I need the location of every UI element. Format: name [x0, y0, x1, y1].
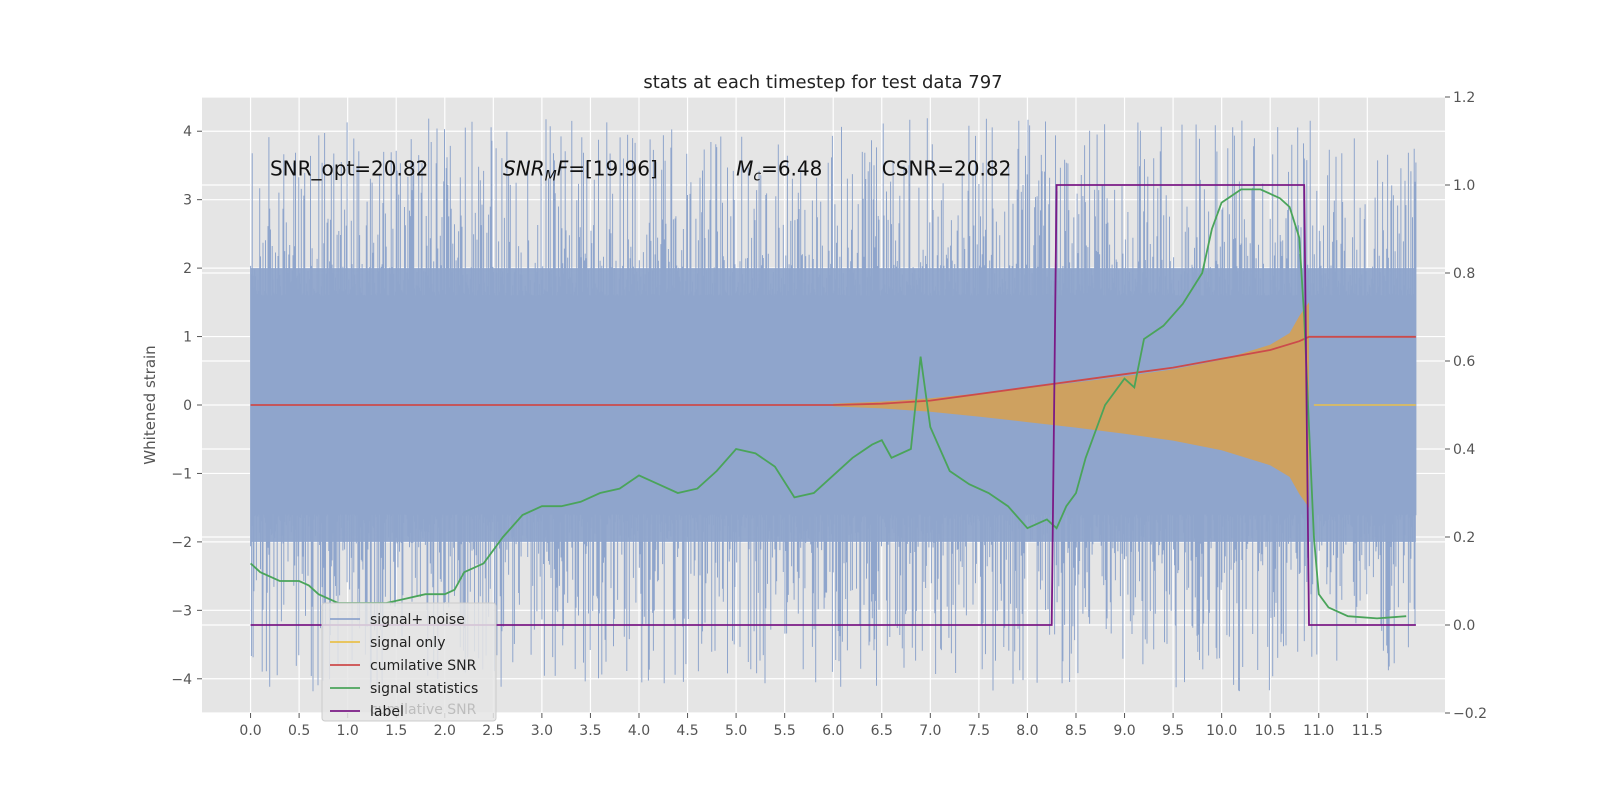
y2-tick-label: 0.6	[1453, 354, 1475, 370]
x-tick-label: 9.0	[1113, 723, 1135, 739]
label-line	[250, 184, 1416, 626]
mc-annotation: Mc=6.48	[736, 157, 822, 185]
x-tick-label: 4.5	[676, 723, 698, 739]
annotations: SNR_opt=20.82 SNRMF=[19.96] Mc=6.48 CSNR=20…	[270, 157, 1011, 185]
line-series-layer	[249, 184, 1416, 626]
y-tick-label: −3	[171, 603, 192, 619]
y-tick-label: 1	[183, 330, 192, 346]
snr-mf-annotation: SNRMF=[19.96]	[503, 157, 658, 185]
chart-title: stats at each timestep for test data 797	[643, 72, 1002, 93]
y2-tick-label: 0.0	[1453, 618, 1475, 634]
y2-tick-label: 1.0	[1453, 178, 1475, 194]
y2-tick-label: −0.2	[1453, 706, 1487, 722]
legend-label: signal statistics	[370, 681, 478, 697]
x-tick-label: 0.0	[239, 723, 261, 739]
y-tick-label: −1	[171, 466, 192, 482]
legend-label: signal only	[370, 635, 445, 651]
y-tick-label: 4	[183, 124, 192, 140]
x-tick-label: 10.0	[1206, 723, 1237, 739]
x-tick-label: 8.5	[1065, 723, 1087, 739]
snr-opt-annotation: SNR_opt=20.82	[270, 157, 428, 181]
y-tick-label: −4	[171, 672, 192, 688]
y-tick-label: 3	[183, 193, 192, 209]
legend-label: label	[370, 704, 404, 720]
signal-only-series	[833, 302, 1416, 508]
x-tick-label: 10.5	[1255, 723, 1286, 739]
y2-tick-label: 0.8	[1453, 266, 1475, 282]
x-tick-label: 11.5	[1352, 723, 1383, 739]
x-tick-label: 3.0	[531, 723, 553, 739]
axes: 0.0 0.5 1.0 1.5 2.0 2.5 3.0 3.5 4.0 4.5 5.0 5.5 6.0 6…	[171, 90, 1487, 739]
y-axis-label: Whitened strain	[141, 345, 159, 464]
legend-label: cumilative SNR	[370, 658, 477, 674]
x-tick-label: 5.0	[725, 723, 747, 739]
y-tick-label: 2	[183, 261, 192, 277]
x-tick-label: 7.5	[968, 723, 990, 739]
x-tick-label: 3.5	[579, 723, 601, 739]
x-tick-label: 2.5	[482, 723, 504, 739]
x-tick-label: 6.0	[822, 723, 844, 739]
x-tick-label: 1.5	[385, 723, 407, 739]
x-tick-label: 7.0	[919, 723, 941, 739]
y2-tick-label: 0.2	[1453, 530, 1475, 546]
y-tick-label: −2	[171, 535, 192, 551]
x-tick-label: 4.0	[628, 723, 650, 739]
legend: cumilative SNR signal+ noise signal only cu…	[321, 602, 497, 722]
x-tick-label: 8.0	[1016, 723, 1038, 739]
x-tick-label: 9.5	[1162, 723, 1184, 739]
legend-label: signal+ noise	[370, 612, 465, 628]
x-tick-label: 5.5	[774, 723, 796, 739]
y2-tick-label: 1.2	[1453, 90, 1475, 106]
x-tick-label: 2.0	[434, 723, 456, 739]
csnr-annotation: CSNR=20.82	[882, 157, 1012, 181]
legend-box	[321, 602, 497, 722]
legend-ghost-text: cumilative SNR	[370, 702, 477, 718]
signal-statistics-line	[249, 188, 1407, 620]
x-tick-label: 0.5	[288, 723, 310, 739]
x-tick-label: 11.0	[1303, 723, 1334, 739]
y2-tick-label: 0.4	[1453, 442, 1475, 458]
x-tick-label: 1.0	[337, 723, 359, 739]
y-tick-label: 0	[183, 398, 192, 414]
x-tick-label: 6.5	[871, 723, 893, 739]
signal-envelope	[833, 302, 1309, 508]
